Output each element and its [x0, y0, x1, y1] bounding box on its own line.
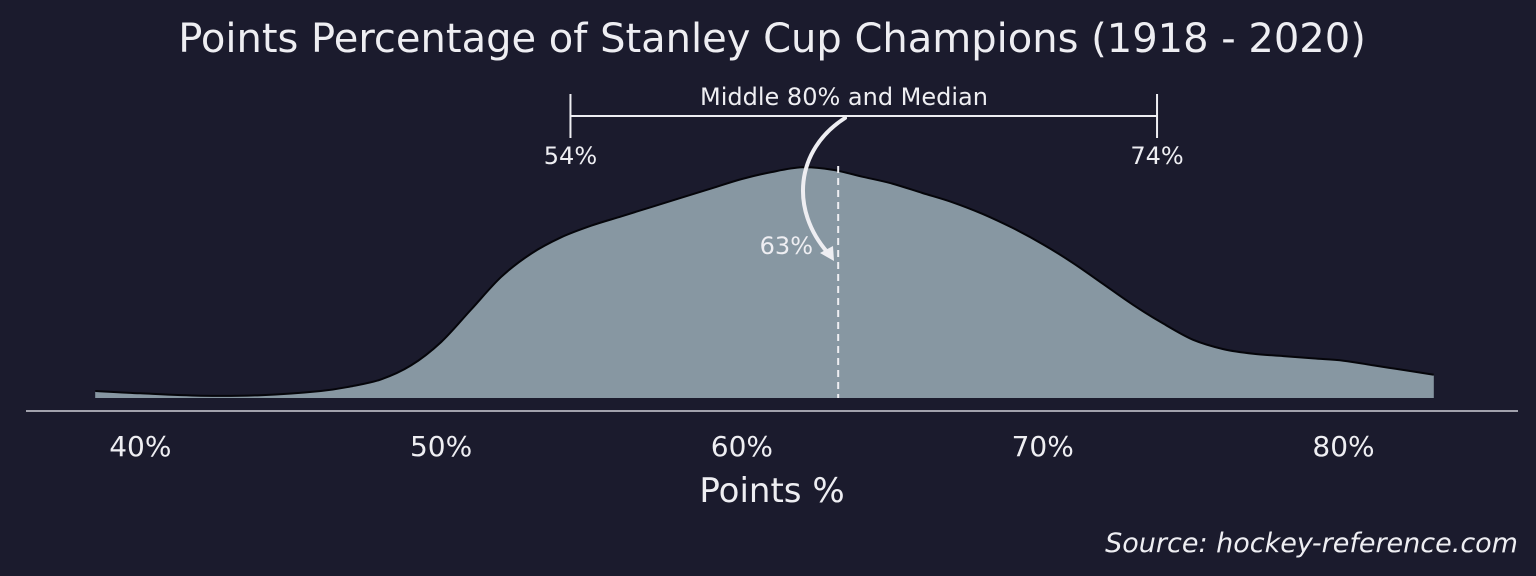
p90-label: 74%	[1130, 142, 1183, 170]
median-arrow	[800, 116, 847, 255]
bracket-label: Middle 80% and Median	[700, 83, 988, 111]
x-axis-ticks: 40% 50% 60% 70% 80%	[109, 430, 1374, 463]
x-tick-label: 60%	[711, 430, 773, 463]
x-tick-label: 50%	[410, 430, 472, 463]
middle-80-bracket	[569, 94, 1159, 138]
density-outline	[95, 166, 1434, 397]
x-tick-label: 70%	[1012, 430, 1074, 463]
median-arrowhead	[820, 246, 834, 261]
x-tick-label: 80%	[1312, 430, 1374, 463]
p10-label: 54%	[544, 142, 597, 170]
x-tick-label: 40%	[109, 430, 171, 463]
x-axis-title: Points %	[699, 471, 844, 511]
density-area	[95, 167, 1434, 398]
source-note: Source: hockey-reference.com	[1105, 528, 1518, 559]
chart-title: Points Percentage of Stanley Cup Champio…	[178, 16, 1366, 62]
median-label: 63%	[760, 232, 813, 260]
